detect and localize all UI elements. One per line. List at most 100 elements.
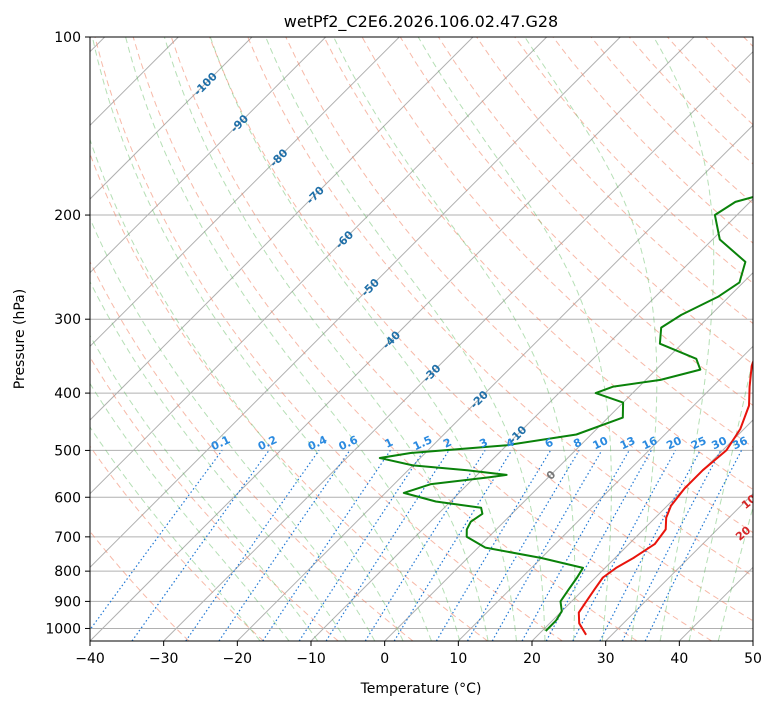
mixing-ratio-line bbox=[644, 450, 743, 641]
temperature-profile-line bbox=[577, 359, 753, 636]
isotherm-line bbox=[457, 345, 753, 641]
x-tick-label: 0 bbox=[380, 651, 389, 667]
x-tick-label: −10 bbox=[296, 651, 326, 667]
dry-adiabat-line bbox=[132, 37, 638, 641]
dry-adiabat-line bbox=[667, 37, 753, 126]
dry-adiabat-line bbox=[514, 37, 753, 284]
dry-adiabat-line bbox=[590, 37, 753, 205]
moist-adiabat-line bbox=[91, 37, 432, 641]
isotherm-line bbox=[752, 640, 753, 641]
dewpoint-profile-line bbox=[378, 196, 753, 632]
mixing-ratio-label: 2 bbox=[441, 436, 453, 451]
dry-adiabat-line bbox=[476, 37, 753, 325]
isotherm-line bbox=[236, 124, 753, 641]
x-tick-label: 40 bbox=[670, 651, 688, 667]
mixing-ratio-line bbox=[325, 450, 450, 641]
mixing-ratio-line bbox=[521, 450, 630, 641]
dry-adiabat-line bbox=[90, 152, 488, 641]
mixing-ratio-label: 25 bbox=[689, 434, 708, 452]
isotherm-label: -100 bbox=[191, 70, 220, 99]
dry-adiabat-line bbox=[705, 37, 753, 87]
isotherm-line bbox=[384, 271, 753, 641]
y-axis-label: Pressure (hPa) bbox=[12, 289, 28, 389]
dry-adiabat-line bbox=[437, 37, 753, 365]
moist-adiabat-line bbox=[90, 334, 319, 641]
thetae-label: 40 bbox=[763, 586, 775, 606]
isotherm-line bbox=[163, 50, 753, 641]
moist-adiabat-line bbox=[90, 217, 376, 641]
isotherm-label: 0 bbox=[544, 468, 559, 483]
isotherm-label: -50 bbox=[359, 276, 382, 299]
mixing-ratio-line bbox=[131, 450, 270, 641]
dry-adiabat-line bbox=[94, 37, 563, 641]
mixing-ratio-label: 36 bbox=[730, 434, 750, 452]
x-tick-label: 20 bbox=[523, 651, 541, 667]
mixing-ratio-line bbox=[393, 450, 513, 641]
dry-adiabat-line bbox=[247, 37, 753, 577]
plot-frame bbox=[89, 36, 754, 642]
mixing-ratio-label: 13 bbox=[618, 434, 637, 452]
y-tick-label: 800 bbox=[54, 564, 81, 580]
moist-adiabat-line bbox=[90, 382, 290, 641]
chart-title: wetPf2_C2E6.2026.106.02.47.G28 bbox=[284, 12, 558, 32]
moist-adiabat-line bbox=[653, 37, 715, 641]
moist-adiabat-line bbox=[524, 37, 658, 641]
mixing-ratio-label: 16 bbox=[640, 434, 660, 452]
x-tick-label: −30 bbox=[149, 651, 179, 667]
mixing-ratio-label: 3 bbox=[477, 436, 489, 451]
dry-adiabat-line bbox=[90, 356, 339, 641]
y-tick-label: 200 bbox=[54, 208, 81, 224]
thetae-label: 30 bbox=[750, 558, 770, 578]
moist-adiabat-line bbox=[333, 37, 576, 641]
y-tick-label: 600 bbox=[54, 490, 81, 506]
mixing-ratio-line bbox=[298, 450, 425, 641]
moist-adiabat-line bbox=[209, 37, 517, 641]
isotherm-line bbox=[531, 419, 753, 641]
y-axis: 100 200 300 400 500 600 700 800 900 1000 bbox=[45, 30, 90, 637]
mixing-ratio-line bbox=[572, 450, 677, 641]
isotherm-line bbox=[90, 37, 400, 348]
moist-adiabat-line bbox=[688, 355, 753, 641]
isotherm-line bbox=[678, 566, 753, 641]
thetae-label: 10 bbox=[739, 492, 759, 512]
moist-adiabat-line bbox=[90, 280, 347, 641]
dry-adiabat-line bbox=[209, 37, 753, 622]
mixing-ratio-line bbox=[90, 450, 223, 631]
y-tick-label: 400 bbox=[54, 386, 81, 402]
isotherm-label: -80 bbox=[267, 146, 290, 169]
mixing-ratio-line bbox=[599, 450, 701, 641]
moist-adiabat-line bbox=[163, 37, 489, 641]
moist-adiabat-line bbox=[90, 426, 261, 641]
y-tick-label: 300 bbox=[54, 312, 81, 328]
y-tick-label: 1000 bbox=[45, 621, 81, 637]
mixing-ratio-line bbox=[621, 450, 722, 641]
isotherm-line bbox=[90, 37, 695, 641]
x-tick-label: −40 bbox=[75, 651, 105, 667]
isotherm-line bbox=[605, 492, 753, 641]
mixing-ratio-line bbox=[218, 450, 351, 641]
moist-adiabat-line bbox=[265, 37, 546, 641]
isotherm-line bbox=[90, 37, 253, 200]
x-tick-label: 30 bbox=[597, 651, 615, 667]
dry-adiabat-line bbox=[743, 37, 753, 48]
moist-adiabat-line bbox=[90, 138, 404, 641]
isotherm-label: -20 bbox=[468, 388, 491, 411]
data-lines bbox=[378, 196, 753, 636]
x-tick-label: −20 bbox=[223, 651, 253, 667]
x-tick-label: 10 bbox=[449, 651, 467, 667]
dry-adiabat-line bbox=[90, 530, 190, 641]
isotherm-line bbox=[90, 37, 474, 421]
isotherm-line bbox=[310, 198, 753, 641]
isotherm-line bbox=[90, 37, 327, 274]
y-tick-label: 700 bbox=[54, 530, 81, 546]
y-tick-label: 500 bbox=[54, 443, 81, 459]
mixing-ratio-line bbox=[435, 450, 552, 641]
dry-adiabat-line bbox=[323, 37, 753, 491]
mixing-ratio-label: 30 bbox=[710, 434, 730, 452]
thetae-label: 20 bbox=[733, 523, 753, 543]
moist-adiabat-line bbox=[717, 505, 753, 641]
x-axis: −40 −30 −20 −10 0 10 20 30 40 50 bbox=[75, 641, 762, 667]
mixing-ratio-line bbox=[545, 450, 652, 641]
y-tick-label: 900 bbox=[54, 594, 81, 610]
